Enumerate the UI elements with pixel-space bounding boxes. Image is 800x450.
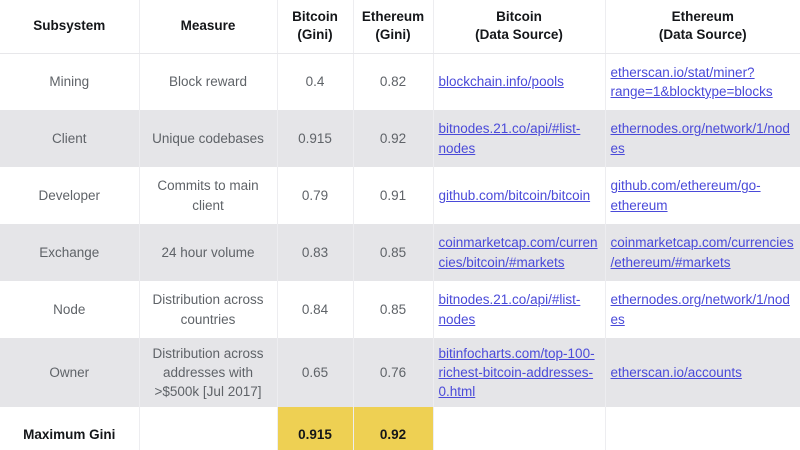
table-row-developer: Developer Commits to main client 0.79 0.… bbox=[0, 167, 800, 224]
cell-subsystem: Exchange bbox=[0, 224, 140, 281]
cell-measure: Distribution across addresses with >$500… bbox=[138, 338, 278, 408]
column-header-subtitle: (Data Source) bbox=[475, 27, 563, 43]
column-header-measure: Measure bbox=[138, 0, 278, 54]
column-header-title: Ethereum bbox=[361, 9, 425, 25]
cell-ethereum-source: ethernodes.org/network/1/nodes bbox=[604, 281, 800, 338]
bitcoin-source-link[interactable]: bitnodes.21.co/api/#list-nodes bbox=[438, 121, 581, 156]
column-header-title: Bitcoin bbox=[292, 9, 338, 25]
bitcoin-source-link[interactable]: bitnodes.21.co/api/#list-nodes bbox=[438, 292, 581, 327]
table-row-client: Client Unique codebases 0.915 0.92 bitno… bbox=[0, 110, 800, 167]
cell-bitcoin-source: bitnodes.21.co/api/#list-nodes bbox=[432, 110, 606, 167]
cell-ethereum-source: coinmarketcap.com/currencies/ethereum/#m… bbox=[604, 224, 800, 281]
header-row: Subsystem Measure Bitcoin (Gini) Ethereum… bbox=[0, 0, 800, 54]
cell-ethereum-gini: 0.85 bbox=[352, 281, 434, 338]
bitcoin-source-link[interactable]: github.com/bitcoin/bitcoin bbox=[438, 187, 591, 203]
cell-ethereum-gini: 0.82 bbox=[352, 53, 434, 110]
cell-bitcoin-source: bitnodes.21.co/api/#list-nodes bbox=[432, 281, 606, 338]
column-header-subtitle: (Gini) bbox=[375, 27, 411, 43]
cell-ethereum-source: etherscan.io/stat/miner?range=1&blocktyp… bbox=[604, 53, 800, 110]
cell-ethereum-gini: 0.85 bbox=[352, 224, 434, 281]
cell-subsystem: Mining bbox=[0, 53, 140, 110]
cell-ethereum-gini-max: 0.92 bbox=[352, 407, 434, 450]
cell-subsystem: Node bbox=[0, 281, 140, 338]
cell-bitcoin-source bbox=[432, 407, 606, 450]
cell-bitcoin-gini: 0.4 bbox=[276, 53, 354, 110]
ethereum-source-link[interactable]: ethernodes.org/network/1/nodes bbox=[610, 121, 790, 156]
cell-ethereum-gini: 0.76 bbox=[352, 338, 434, 408]
table-row-mining: Mining Block reward 0.4 0.82 blockchain.… bbox=[0, 53, 800, 110]
bitcoin-source-link[interactable]: bitinfocharts.com/top-100-richest-bitcoi… bbox=[438, 346, 595, 400]
cell-bitcoin-gini-max: 0.915 bbox=[276, 407, 354, 450]
table-row-exchange: Exchange 24 hour volume 0.83 0.85 coinma… bbox=[0, 224, 800, 281]
cell-ethereum-source: ethernodes.org/network/1/nodes bbox=[604, 110, 800, 167]
column-header-bitcoin-gini: Bitcoin (Gini) bbox=[276, 0, 354, 54]
ethereum-source-link[interactable]: coinmarketcap.com/currencies/ethereum/#m… bbox=[610, 235, 794, 270]
column-header-title: Bitcoin bbox=[496, 9, 542, 25]
column-header-subtitle: (Data Source) bbox=[658, 27, 747, 43]
cell-bitcoin-gini: 0.79 bbox=[276, 167, 354, 224]
cell-bitcoin-source: coinmarketcap.com/currencies/bitcoin/#ma… bbox=[432, 224, 606, 281]
bitcoin-source-link[interactable]: blockchain.info/pools bbox=[438, 74, 564, 90]
cell-measure: Unique codebases bbox=[138, 110, 278, 167]
column-header-title: Ethereum bbox=[671, 9, 734, 25]
cell-subsystem: Owner bbox=[0, 338, 140, 408]
column-header-ethereum-gini: Ethereum (Gini) bbox=[352, 0, 434, 54]
ethereum-source-link[interactable]: etherscan.io/stat/miner?range=1&blocktyp… bbox=[610, 64, 773, 99]
cell-ethereum-source bbox=[604, 407, 800, 450]
ethereum-source-link[interactable]: ethernodes.org/network/1/nodes bbox=[610, 292, 790, 327]
cell-ethereum-gini: 0.92 bbox=[352, 110, 434, 167]
cell-measure bbox=[138, 407, 278, 450]
cell-ethereum-source: github.com/ethereum/go-ethereum bbox=[604, 167, 800, 224]
cell-bitcoin-gini: 0.915 bbox=[276, 110, 354, 167]
bitcoin-source-link[interactable]: coinmarketcap.com/currencies/bitcoin/#ma… bbox=[438, 235, 598, 270]
cell-subsystem: Maximum Gini bbox=[0, 407, 140, 450]
cell-measure: 24 hour volume bbox=[138, 224, 278, 281]
table-row-maximum-gini: Maximum Gini 0.915 0.92 bbox=[0, 407, 800, 450]
column-header-ethereum-source: Ethereum (Data Source) bbox=[604, 0, 800, 54]
column-header-title: Subsystem bbox=[33, 18, 106, 34]
cell-measure: Distribution across countries bbox=[138, 281, 278, 338]
column-header-subsystem: Subsystem bbox=[0, 0, 140, 54]
table-row-node: Node Distribution across countries 0.84 … bbox=[0, 281, 800, 338]
cell-subsystem: Client bbox=[0, 110, 140, 167]
ethereum-source-link[interactable]: github.com/ethereum/go-ethereum bbox=[610, 178, 761, 213]
cell-bitcoin-gini: 0.65 bbox=[276, 338, 354, 408]
cell-measure: Block reward bbox=[138, 53, 278, 110]
cell-bitcoin-gini: 0.83 bbox=[276, 224, 354, 281]
cell-ethereum-gini: 0.91 bbox=[352, 167, 434, 224]
column-header-title: Measure bbox=[180, 18, 236, 34]
cell-bitcoin-source: blockchain.info/pools bbox=[432, 53, 606, 110]
cell-bitcoin-gini: 0.84 bbox=[276, 281, 354, 338]
ethereum-source-link[interactable]: etherscan.io/accounts bbox=[610, 365, 742, 381]
column-header-bitcoin-source: Bitcoin (Data Source) bbox=[432, 0, 606, 54]
cell-ethereum-source: etherscan.io/accounts bbox=[604, 338, 800, 408]
column-header-subtitle: (Gini) bbox=[297, 27, 333, 43]
cell-bitcoin-source: github.com/bitcoin/bitcoin bbox=[432, 167, 606, 224]
cell-bitcoin-source: bitinfocharts.com/top-100-richest-bitcoi… bbox=[432, 338, 606, 408]
table-row-owner: Owner Distribution across addresses with… bbox=[0, 338, 800, 408]
cell-measure: Commits to main client bbox=[138, 167, 278, 224]
cell-subsystem: Developer bbox=[0, 167, 140, 224]
